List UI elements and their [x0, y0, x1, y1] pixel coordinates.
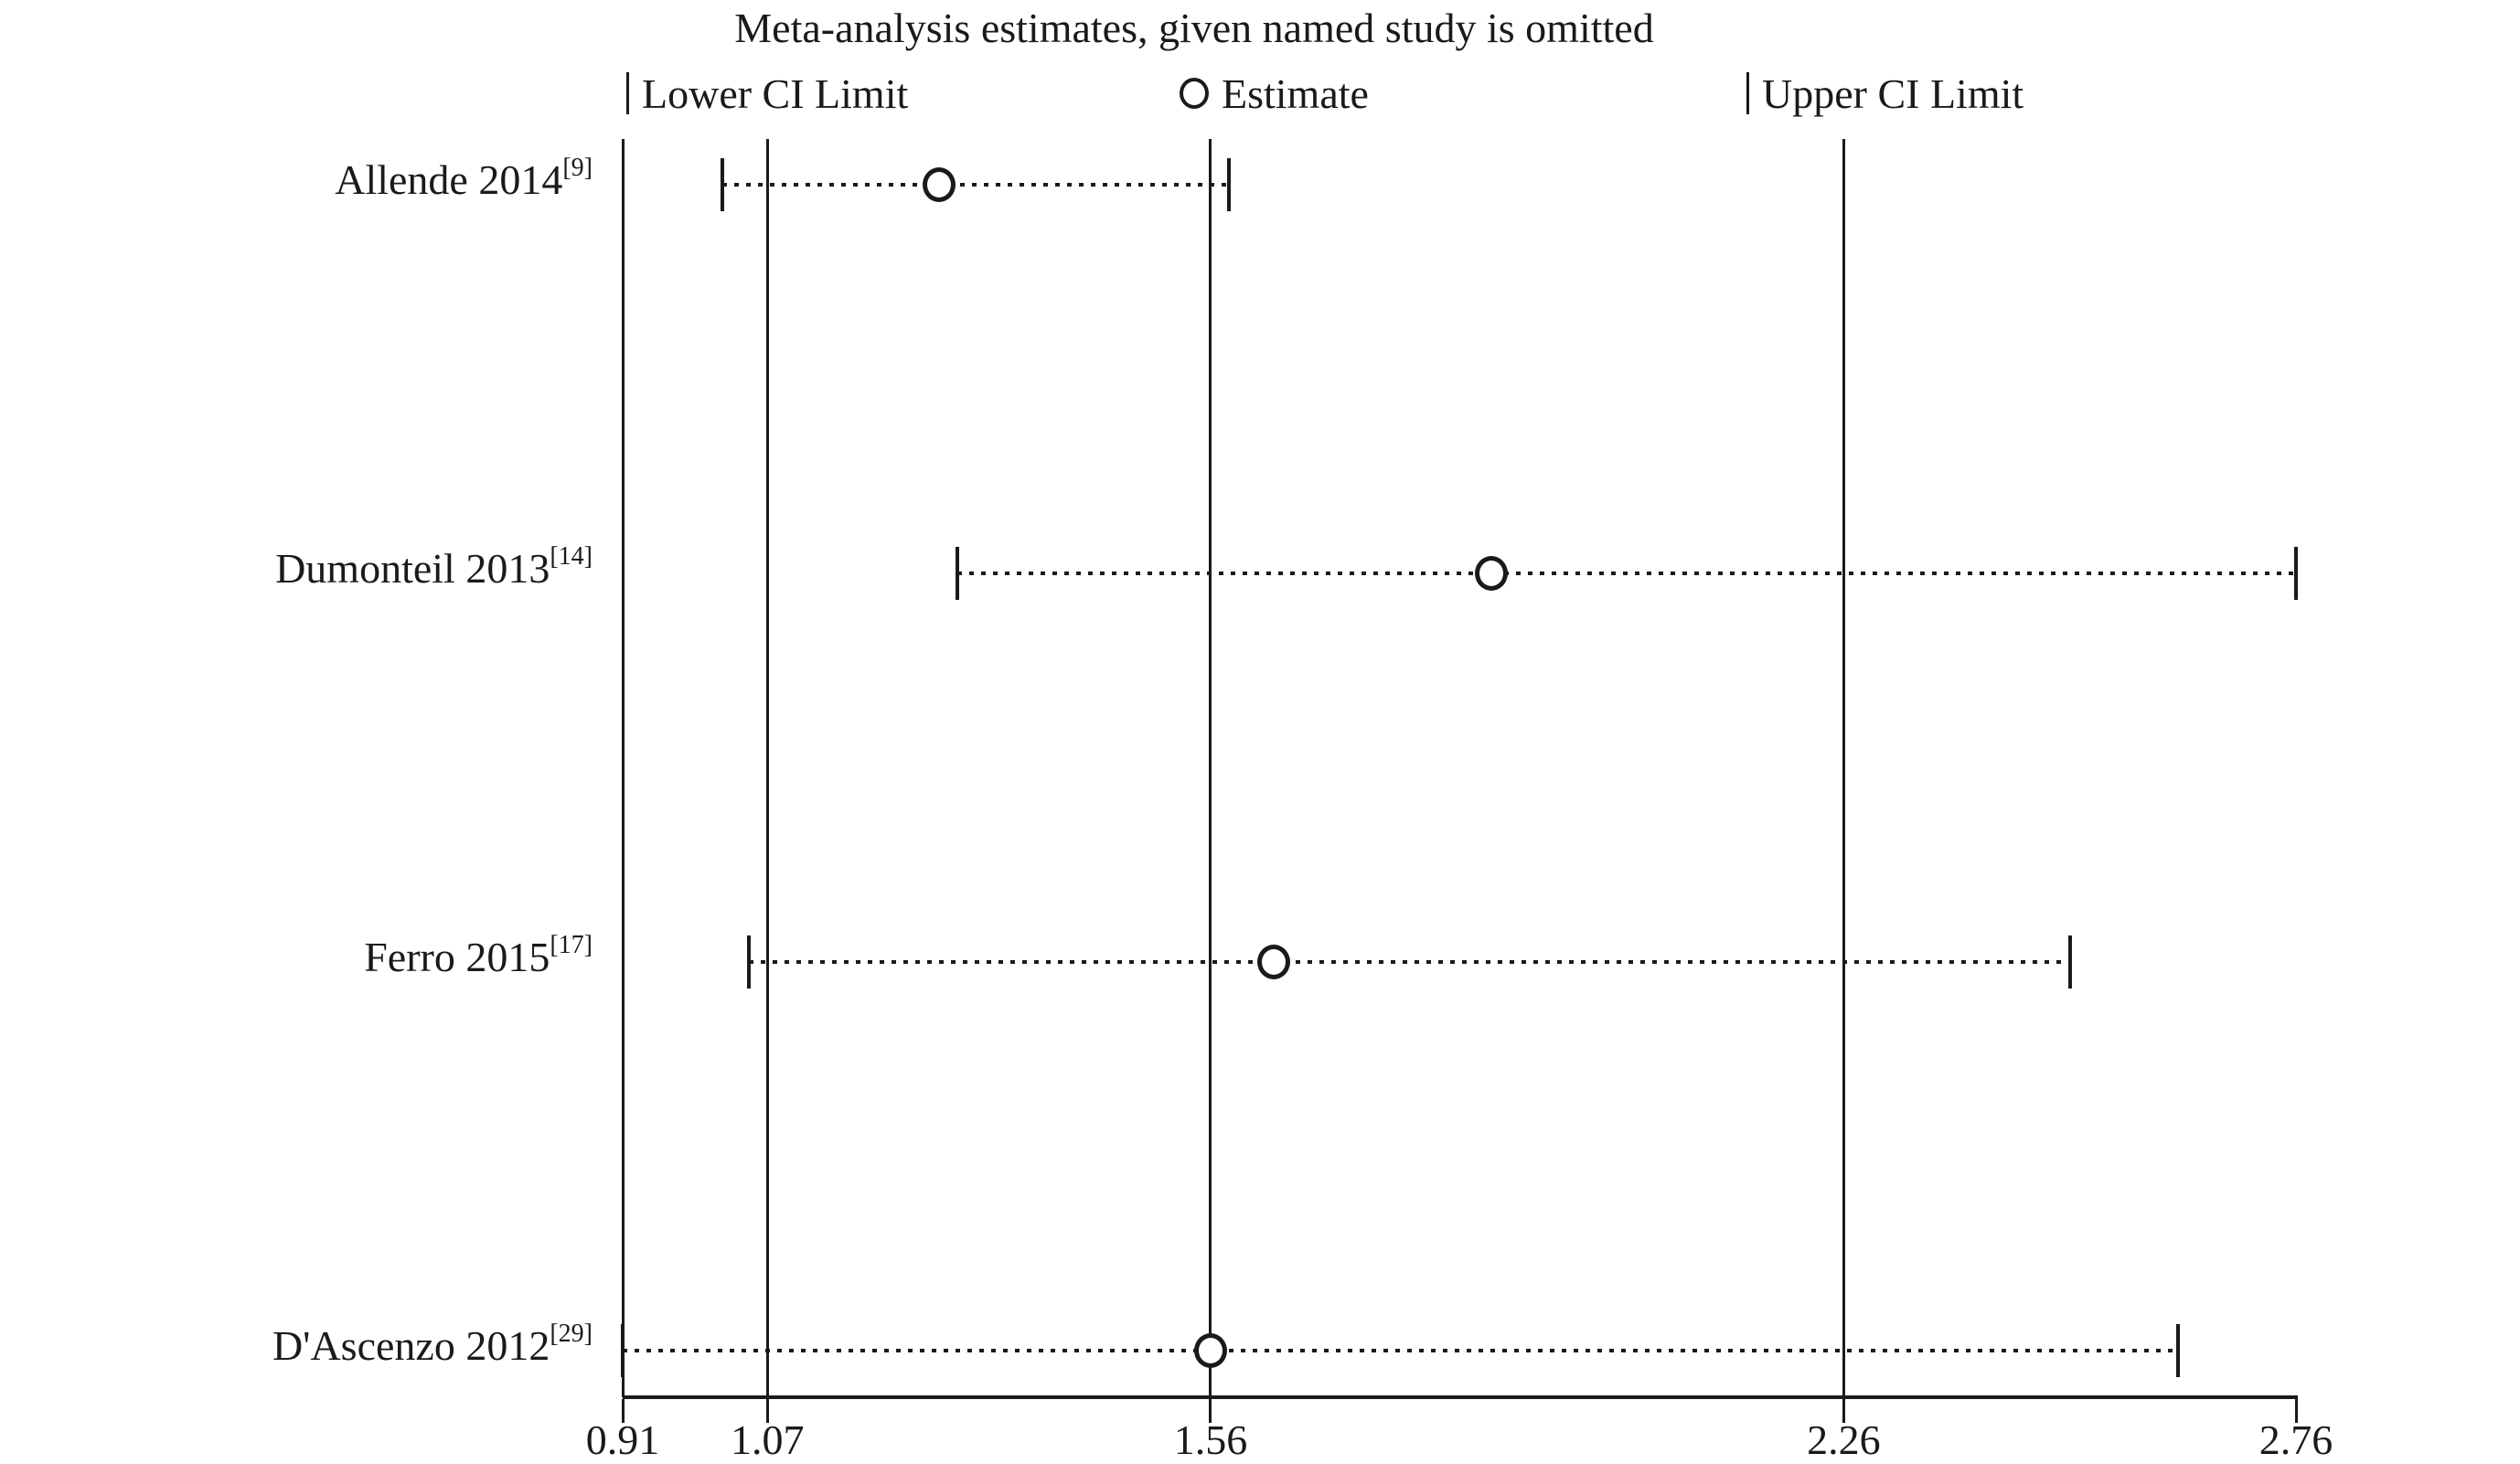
- estimate-point: [923, 167, 956, 202]
- upper-ci-bar: [1227, 158, 1231, 211]
- study-reference-number: [9]: [562, 154, 593, 182]
- x-axis-tick-label: 1.56: [1137, 1416, 1284, 1464]
- ci-dotted-line: [722, 183, 1229, 187]
- x-axis-tick-label: 2.76: [2223, 1416, 2369, 1464]
- ci-dotted-line: [623, 1349, 2178, 1352]
- x-axis-tick-label: 0.91: [550, 1416, 696, 1464]
- reference-line-1.07: [766, 139, 769, 1397]
- lower-ci-bar: [747, 935, 751, 988]
- lower-ci-bar: [956, 547, 959, 600]
- ci-dotted-line: [957, 572, 2296, 575]
- ci-dotted-line: [749, 960, 2069, 964]
- study-reference-number: [29]: [550, 1320, 593, 1348]
- reference-line-0.91: [622, 139, 625, 1397]
- estimate-point: [1194, 1333, 1227, 1368]
- estimate-point: [1257, 945, 1290, 979]
- x-axis-tick-label: 2.26: [1770, 1416, 1917, 1464]
- reference-line-1.56: [1209, 139, 1212, 1397]
- study-label: Allende 2014[9]: [26, 155, 593, 204]
- study-reference-number: [14]: [550, 542, 593, 571]
- reference-line-2.26: [1842, 139, 1845, 1397]
- x-axis-tick-label: 1.07: [694, 1416, 840, 1464]
- upper-ci-bar: [2068, 935, 2072, 988]
- lower-ci-bar: [621, 1324, 625, 1377]
- upper-ci-bar: [2176, 1324, 2180, 1377]
- study-label: Dumonteil 2013[14]: [26, 544, 593, 593]
- x-axis-line: [623, 1395, 2298, 1399]
- upper-ci-bar: [2294, 547, 2298, 600]
- estimate-point: [1475, 556, 1508, 591]
- study-label: Ferro 2015[17]: [26, 933, 593, 981]
- study-reference-number: [17]: [550, 931, 593, 959]
- lower-ci-bar: [721, 158, 724, 211]
- study-label: D'Ascenzo 2012[29]: [26, 1321, 593, 1370]
